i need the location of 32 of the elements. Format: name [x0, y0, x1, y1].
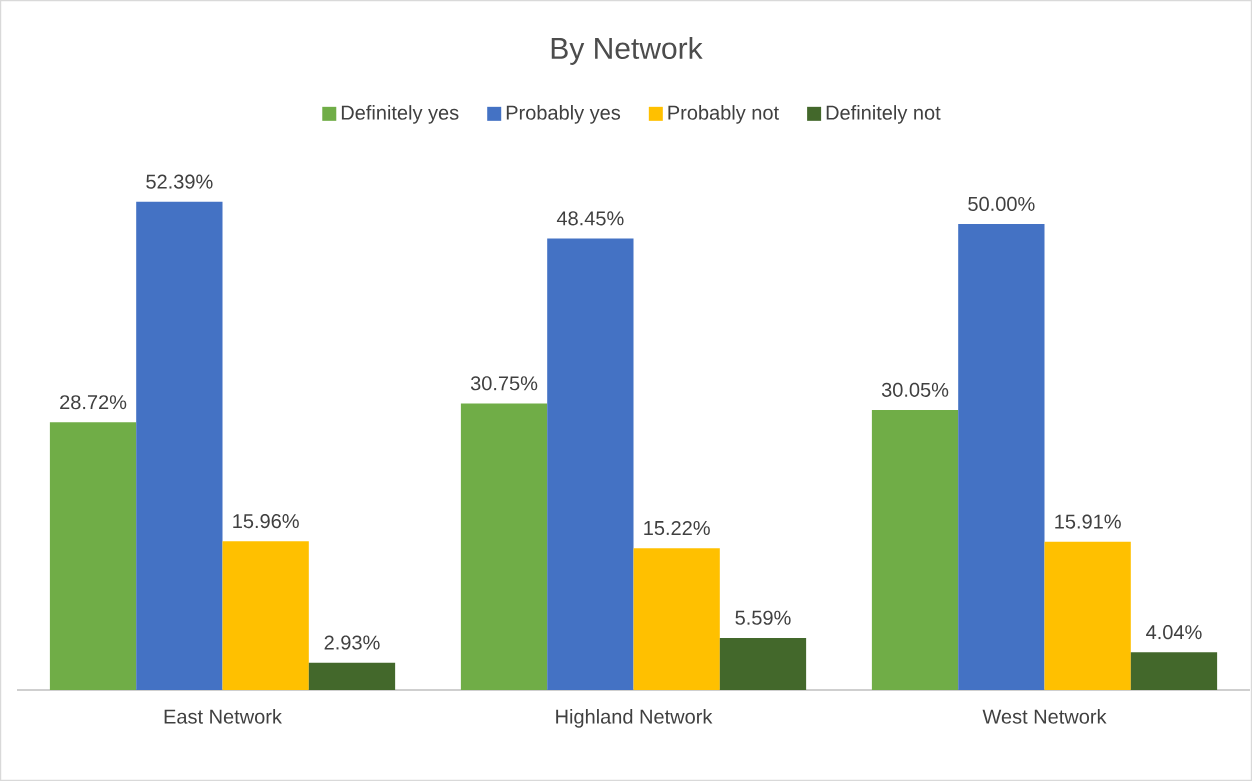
- legend-label: Probably yes: [506, 105, 621, 124]
- bar: [547, 238, 634, 690]
- x-tick-label: Highland Network: [556, 709, 713, 728]
- x-tick-label: East Network: [164, 709, 282, 724]
- bar: [1044, 541, 1131, 690]
- data-label: 5.59%: [735, 610, 791, 625]
- data-label: 30.75%: [470, 376, 538, 391]
- bar: [460, 403, 548, 690]
- chart-title: By Network: [551, 37, 703, 65]
- data-label: 15.91%: [1055, 514, 1121, 529]
- legend-label: Definitely yes: [341, 105, 459, 124]
- data-label: 2.93%: [324, 635, 380, 650]
- legend-label: Probably not: [668, 105, 779, 124]
- data-label: 4.04%: [1146, 625, 1202, 640]
- data-label: 48.45%: [556, 211, 624, 226]
- data-label: 15.22%: [644, 520, 710, 536]
- bar: [49, 422, 137, 690]
- bar: [719, 637, 807, 690]
- bar: [871, 409, 959, 690]
- bar: [1130, 652, 1218, 690]
- x-tick-label: West Network: [982, 709, 1107, 724]
- data-label: 15.96%: [233, 514, 299, 529]
- bar: [136, 201, 223, 690]
- data-label: 30.05%: [881, 382, 949, 397]
- bar: [308, 662, 396, 690]
- data-label: 50.00%: [968, 196, 1035, 211]
- data-label: 52.39%: [146, 174, 213, 189]
- bar: [222, 541, 309, 690]
- bar: [633, 548, 720, 690]
- data-label: 28.72%: [60, 395, 127, 410]
- legend-label: Definitely not: [826, 105, 941, 124]
- bar: [958, 224, 1045, 690]
